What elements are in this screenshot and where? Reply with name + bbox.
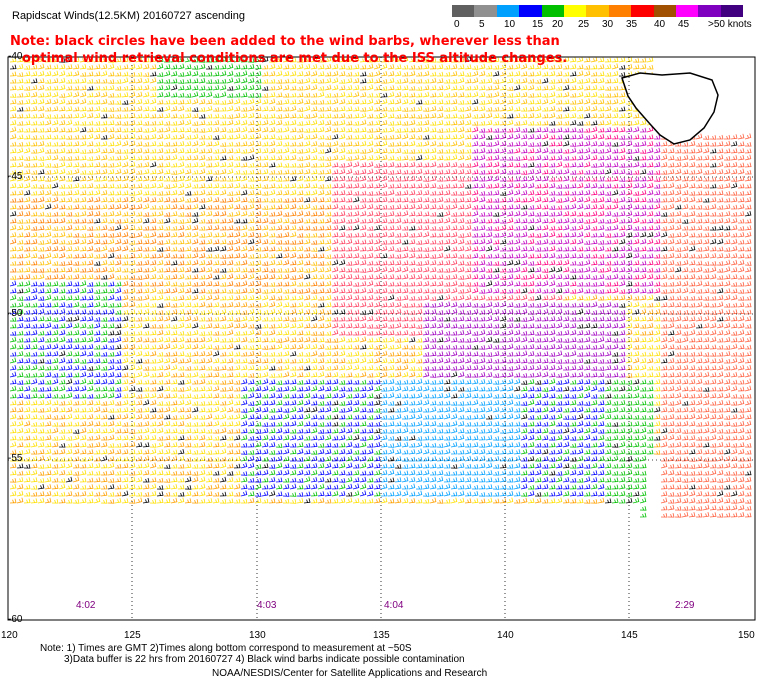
lat-label-55: -55	[8, 453, 23, 464]
legend-swatch	[631, 5, 654, 17]
legend-label: 35	[626, 19, 638, 30]
lon-label-120: 120	[1, 630, 18, 641]
lon-label-150: 150	[738, 630, 755, 641]
lat-label-45: -45	[8, 171, 23, 182]
legend-label: 30	[602, 19, 614, 30]
legend-label: 45	[678, 19, 690, 30]
legend-swatch	[474, 5, 497, 17]
contamination-note-line2: optimal wind retrieval conditions are me…	[22, 51, 568, 66]
wind-speed-legend: 0 5 10 15 20 25 30 35 40 45 >50 knots	[452, 5, 752, 31]
legend-label: 20	[552, 19, 564, 30]
wind-barb-field	[9, 56, 752, 518]
lat-label-40: -40	[8, 51, 23, 62]
map-title: Rapidscat Winds(12.5KM) 20160727 ascendi…	[12, 10, 245, 22]
lon-label-130: 130	[249, 630, 266, 641]
tasmania-landmass	[621, 72, 719, 145]
legend-swatch	[698, 5, 721, 17]
legend-swatch	[653, 5, 676, 17]
credit-line: NOAA/NESDIS/Center for Satellite Applica…	[212, 668, 488, 679]
legend-color-bar	[452, 5, 752, 17]
lon-label-145: 145	[621, 630, 638, 641]
footnote-line2: 3)Data buffer is 22 hrs from 20160727 4)…	[64, 654, 465, 665]
map-frame	[7, 56, 756, 621]
legend-swatch	[608, 5, 632, 17]
legend-swatch	[563, 5, 587, 17]
legend-swatch	[452, 5, 475, 17]
time-label-3: 4:04	[384, 600, 404, 611]
contamination-note-line1: Note: black circles have been added to t…	[10, 34, 560, 49]
legend-labels: 0 5 10 15 20 25 30 35 40 45 >50 knots	[452, 17, 752, 31]
legend-swatch	[496, 5, 520, 17]
legend-label: 15	[532, 19, 544, 30]
legend-label: 25	[578, 19, 590, 30]
legend-label: 5	[479, 19, 485, 30]
legend-label: 0	[454, 19, 460, 30]
lat-label-60: -60	[8, 614, 23, 625]
lon-label-140: 140	[497, 630, 514, 641]
legend-label: 10	[504, 19, 516, 30]
lon-label-135: 135	[373, 630, 390, 641]
legend-swatch	[586, 5, 609, 17]
time-label-4: 2:29	[675, 600, 695, 611]
time-label-2: 4:03	[257, 600, 277, 611]
time-label-1: 4:02	[76, 600, 96, 611]
lat-label-50: -50	[8, 308, 23, 319]
legend-swatch	[675, 5, 699, 17]
lon-label-125: 125	[124, 630, 141, 641]
legend-label: >50 knots	[708, 19, 752, 30]
legend-swatch	[541, 5, 564, 17]
legend-swatch	[519, 5, 542, 17]
footnote-line1: Note: 1) Times are GMT 2)Times along bot…	[40, 643, 412, 654]
legend-swatch	[720, 5, 744, 17]
legend-label: 40	[654, 19, 666, 30]
